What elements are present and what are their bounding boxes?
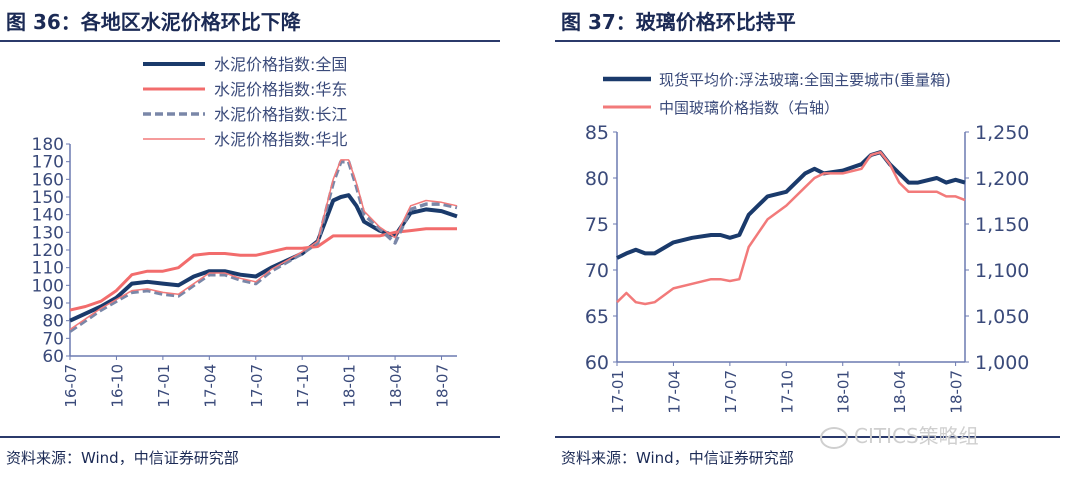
left-legend-label-0: 水泥价格指数:全国: [214, 55, 347, 74]
left-y-tick-label: 100: [32, 276, 64, 296]
left-x-tick-label: 17-01: [155, 364, 173, 408]
left-y-tick-label: 80: [42, 312, 64, 332]
left-x-tick-label: 18-01: [341, 364, 359, 408]
left-y-tick-label: 110: [32, 259, 64, 279]
left-y-tick-label: 140: [32, 206, 64, 226]
right-legend-label-0: 现货平均价:浮法玻璃:全国主要城市(重量箱): [659, 71, 951, 89]
left-x-tick-label: 16-10: [108, 364, 126, 408]
right-y-tick-label: 70: [585, 260, 609, 282]
right-y-tick-label: 75: [585, 214, 609, 236]
left-x-tick-label: 17-07: [248, 364, 266, 408]
right-y2-tick-label: 1,100: [975, 260, 1029, 282]
right-y2-tick-label: 1,000: [975, 352, 1029, 374]
left-source-note: 资料来源：Wind，中信证券研究部: [6, 449, 239, 467]
right-y-tick-label: 80: [585, 168, 609, 190]
right-x-tick-label: 17-10: [778, 370, 796, 414]
left-series-line-1: [69, 227, 457, 312]
left-x-tick-label: 16-07: [62, 364, 80, 408]
right-source-rule: [555, 436, 1060, 438]
left-y-tick-label: 130: [32, 223, 64, 243]
right-y2-tick-label: 1,200: [975, 168, 1029, 190]
left-legend-label-1: 水泥价格指数:华东: [214, 80, 347, 99]
right-panel: 图 37：玻璃价格环比持平 60 65 70 75 80 85 1,000 1,050 1,10…: [555, 0, 1074, 482]
right-y-tick-label: 65: [585, 306, 609, 328]
right-x-tick-label: 17-07: [722, 370, 740, 414]
right-source-note: 资料来源：Wind，中信证券研究部: [561, 449, 794, 467]
right-y2-tick-label: 1,250: [975, 122, 1029, 144]
left-series-line-0: [69, 193, 458, 323]
left-y-tick-label: 170: [32, 153, 64, 173]
right-chart-svg: 60 65 70 75 80 85 1,000 1,050 1,100 1,150 1,200 1,2…: [585, 71, 1030, 414]
left-y-tick-label: 90: [42, 294, 64, 314]
right-y-tick-label: 60: [585, 352, 609, 374]
left-chart-title: 图 36：各地区水泥价格环比下降: [6, 10, 301, 34]
left-y-tick-label: 60: [42, 347, 64, 367]
left-y-tick-label: 180: [32, 135, 64, 155]
right-x-tick-label: 17-04: [665, 370, 683, 414]
left-y-tick-label: 120: [32, 241, 64, 261]
right-x-tick-label: 18-07: [948, 370, 966, 414]
left-series-line-3: [69, 159, 458, 331]
left-y-tick-label: 150: [32, 188, 64, 208]
left-x-tick-label: 17-10: [294, 364, 312, 408]
right-title-rule: [555, 40, 1060, 42]
left-legend-label-3: 水泥价格指数:华北: [214, 130, 347, 149]
watermark: CITICS策略组: [820, 420, 979, 449]
right-chart-title: 图 37：玻璃价格环比持平: [561, 10, 796, 34]
right-legend-label-1: 中国玻璃价格指数（右轴）: [659, 99, 839, 117]
left-y-tick-label: 160: [32, 170, 64, 190]
right-series-line-1: [616, 150, 966, 306]
right-y-tick-label: 85: [585, 122, 609, 144]
left-source-rule: [0, 436, 500, 438]
right-x-tick-label: 18-04: [891, 370, 909, 414]
right-y2-tick-label: 1,050: [975, 306, 1029, 328]
left-series-line-2: [69, 159, 458, 333]
left-title-rule: [0, 40, 500, 42]
right-x-tick-label: 18-01: [835, 370, 853, 414]
left-x-tick-label: 18-07: [434, 364, 452, 408]
right-series-line-0: [616, 150, 966, 260]
wechat-icon: [820, 426, 848, 449]
left-x-tick-label: 17-04: [201, 364, 219, 408]
right-x-tick-label: 17-01: [609, 370, 627, 414]
left-x-tick-label: 18-04: [387, 364, 405, 408]
left-legend-label-2: 水泥价格指数:长江: [214, 105, 347, 124]
watermark-text: CITICS策略组: [854, 424, 979, 448]
left-y-tick-label: 70: [42, 329, 64, 349]
left-panel: 图 36：各地区水泥价格环比下降 60 70 80 90 100 110 120 130 140…: [0, 0, 514, 482]
right-y2-tick-label: 1,150: [975, 214, 1029, 236]
